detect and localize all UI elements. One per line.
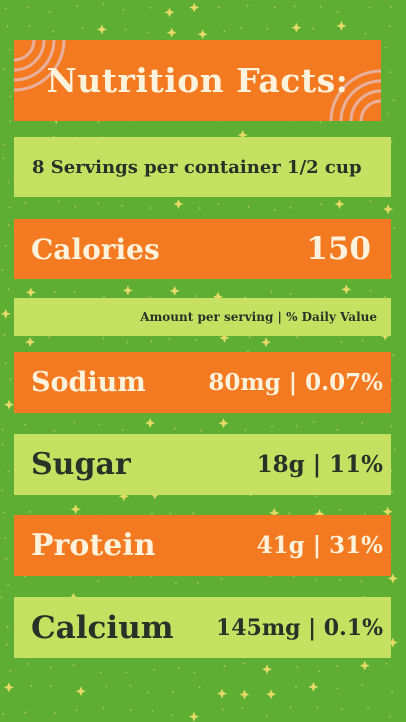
calories-row: Calories 150 — [14, 219, 391, 279]
calories-value: 150 — [306, 231, 371, 267]
amount-per-serving-header: Amount per serving | % Daily Value — [14, 298, 391, 336]
sugar-row: Sugar 18g | 11% — [14, 434, 391, 495]
calcium-value: 145mg | 0.1% — [215, 614, 383, 641]
sugar-label: Sugar — [31, 447, 131, 482]
protein-value: 41g | 31% — [256, 532, 383, 559]
serving-info: 8 Servings per container 1/2 cup — [14, 137, 391, 197]
page-title: Nutrition Facts: — [46, 61, 349, 100]
sodium-value: 80mg | 0.07% — [208, 369, 383, 396]
sodium-row: Sodium 80mg | 0.07% — [14, 352, 391, 413]
calcium-label: Calcium — [31, 609, 174, 646]
calcium-row: Calcium 145mg | 0.1% — [14, 597, 391, 658]
sodium-label: Sodium — [31, 367, 146, 398]
calories-label: Calories — [31, 232, 160, 266]
protein-label: Protein — [31, 528, 156, 563]
title-banner: Nutrition Facts: — [14, 40, 381, 121]
sugar-value: 18g | 11% — [256, 451, 383, 478]
protein-row: Protein 41g | 31% — [14, 515, 391, 576]
